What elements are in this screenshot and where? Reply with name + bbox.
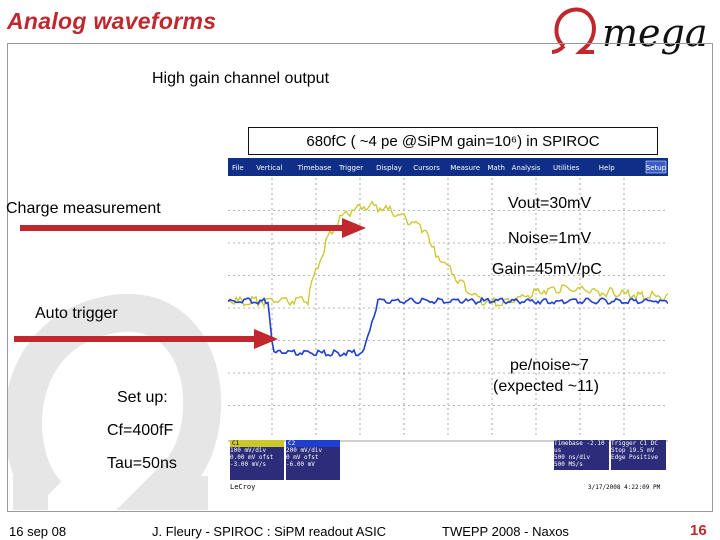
scope-menu-item[interactable]: Display — [376, 164, 402, 172]
scope-menu-item[interactable]: Help — [599, 164, 616, 172]
charge-info-box: 680fC ( ~4 pe @SiPM gain=10⁶) in SPIROC — [248, 127, 658, 155]
footer-date: 16 sep 08 — [9, 524, 67, 539]
pe-noise-label: pe/noise~7 — [510, 357, 589, 374]
footer-conference: TWEPP 2008 - Naxos — [442, 524, 569, 539]
channel-2-panel: C2 200 mV/div 0 mV ofst -6.00 mV — [286, 440, 340, 480]
channel-2-trace — [227, 296, 669, 357]
scope-menu-item[interactable]: Analysis — [512, 164, 541, 172]
channel-1-trace — [227, 200, 669, 308]
trigger-line: Trigger C1 DC — [611, 440, 658, 447]
timebase-panel: Timebase -2.10 us 500 ns/div 500 MS/s — [554, 440, 609, 470]
trigger-line: Stop 19.5 mV — [611, 447, 655, 454]
cf-label: Cf=400fF — [107, 422, 174, 439]
scope-menu-item[interactable]: Utilities — [553, 164, 580, 172]
omega-watermark-icon — [8, 294, 222, 510]
scope-brand: LeCroy — [230, 483, 256, 491]
timebase-line: 500 ns/div — [554, 454, 591, 461]
scope-setup-button[interactable] — [645, 160, 667, 174]
scope-menu-item[interactable]: Measure — [450, 164, 480, 172]
scope-timestamp: 3/17/2008 4:22:09 PM — [588, 484, 661, 491]
expected-label: (expected ~11) — [493, 378, 599, 395]
channel-2-line: -6.00 mV — [286, 461, 315, 468]
svg-text:Setup: Setup — [646, 164, 667, 172]
scope-menu-item[interactable]: Cursors — [413, 164, 440, 172]
trigger-line: Edge Positive — [611, 454, 658, 461]
slide-frame — [7, 43, 713, 512]
oscilloscope-screenshot: File Vertical Timebase Trigger Display Cursor… — [227, 158, 669, 498]
slide-title: Analog waveforms — [7, 8, 217, 34]
scope-menu-item[interactable]: Timebase — [297, 164, 332, 172]
subtitle: High gain channel output — [152, 70, 330, 87]
channel-2-line: 200 mV/div — [286, 447, 323, 454]
logo-wordmark: mega — [602, 11, 708, 55]
channel-1-line: 0.00 mV ofst — [230, 454, 274, 461]
auto-trigger-label: Auto trigger — [35, 305, 118, 322]
channel-1-name: C1 — [230, 440, 284, 447]
page-number: 16 — [690, 522, 707, 539]
scope-grid — [228, 178, 668, 438]
scope-menu-item[interactable]: File — [232, 164, 244, 172]
gain-label: Gain=45mV/pC — [492, 261, 602, 278]
omega-logo: mega — [551, 7, 708, 55]
scope-menu-item[interactable]: Trigger — [338, 164, 363, 172]
setup-label: Set up: — [117, 389, 168, 406]
vout-label: Vout=30mV — [508, 195, 592, 212]
scope-menu-item[interactable]: Vertical — [256, 164, 282, 172]
channel-2-name: C2 — [286, 440, 340, 447]
noise-label: Noise=1mV — [508, 230, 592, 247]
channel-2-line: 0 mV ofst — [286, 454, 319, 461]
channel-1-line: -3.00 mV/s — [230, 461, 267, 468]
channel-1-line: 100 mV/div — [230, 447, 267, 454]
footer-author: J. Fleury - SPIROC : SiPM readout ASIC — [152, 524, 387, 539]
tau-label: Tau=50ns — [107, 455, 177, 472]
trigger-panel: Trigger C1 DC Stop 19.5 mV Edge Positive — [611, 440, 666, 470]
scope-menu-bar — [228, 158, 668, 176]
timebase-line: 500 MS/s — [554, 461, 583, 468]
scope-menu-item[interactable]: Math — [487, 164, 505, 172]
charge-measurement-label: Charge measurement — [6, 200, 161, 217]
timebase-line: Timebase -2.10 us — [554, 440, 605, 454]
channel-1-panel: C1 100 mV/div 0.00 mV ofst -3.00 mV/s — [230, 440, 284, 480]
